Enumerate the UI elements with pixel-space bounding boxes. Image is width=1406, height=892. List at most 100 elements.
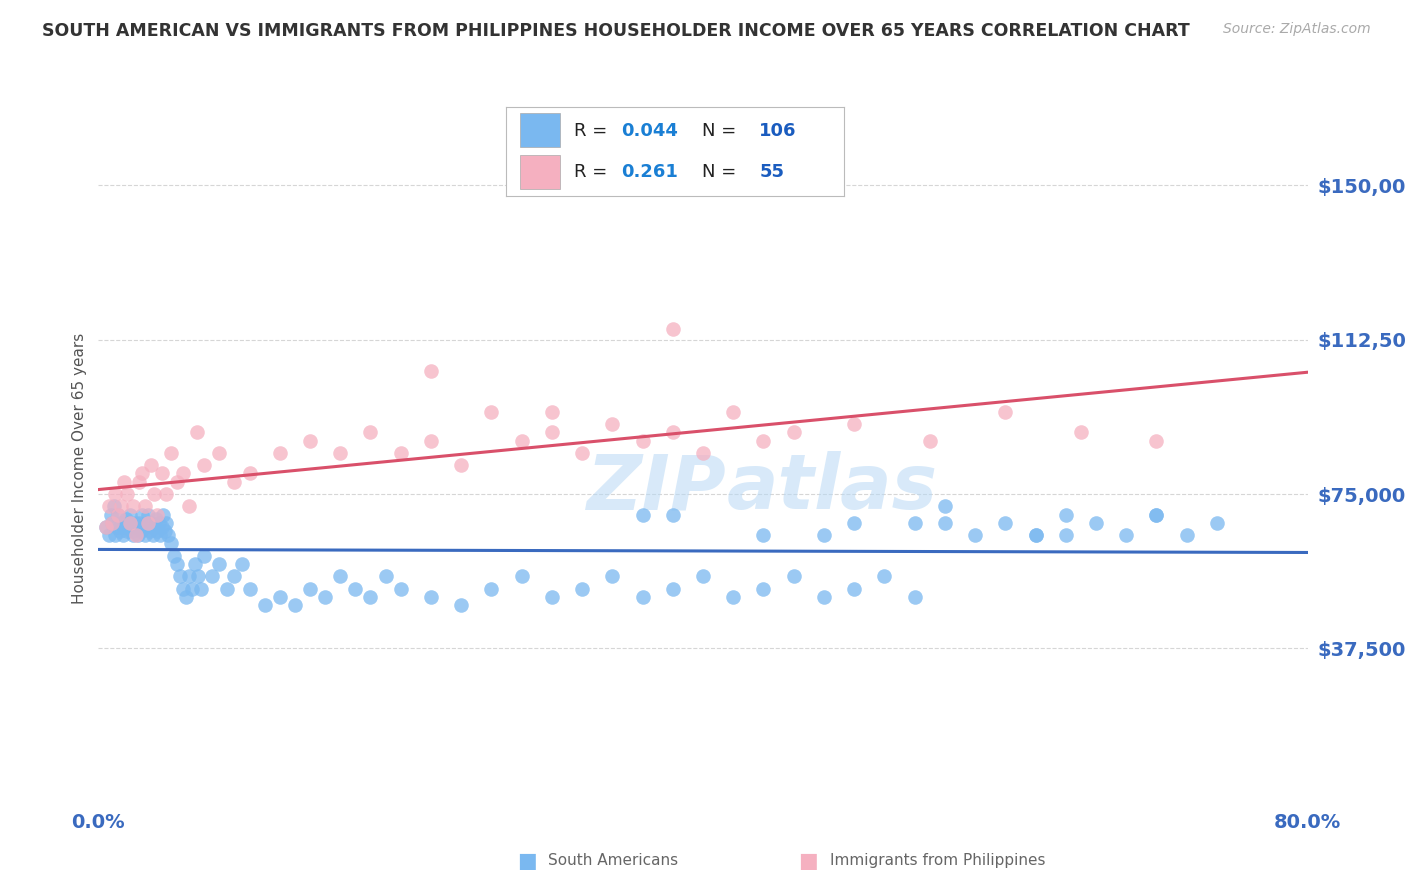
Point (344, 582, 367, 596)
Point (135, 516, 157, 530)
Point (299, 434, 322, 448)
Point (141, 458, 163, 473)
Point (965, 528, 987, 542)
Point (121, 524, 143, 538)
Point (94, 520, 117, 534)
Point (314, 590, 336, 604)
Point (101, 516, 124, 530)
Point (782, 569, 804, 583)
Point (253, 598, 276, 612)
Point (360, 590, 382, 604)
Point (1206, 516, 1229, 530)
Point (994, 405, 1017, 419)
Point (177, 569, 201, 583)
Point (631, 434, 654, 448)
Point (419, 363, 441, 377)
Point (661, 425, 683, 440)
Point (1175, 528, 1198, 542)
Point (1024, 528, 1046, 542)
Point (1085, 516, 1108, 530)
Point (994, 516, 1017, 530)
Point (136, 516, 159, 530)
Bar (520, 155, 560, 189)
Point (752, 582, 775, 596)
Point (190, 582, 212, 596)
Point (873, 569, 896, 583)
Point (844, 516, 866, 530)
Point (481, 582, 503, 596)
Point (904, 590, 927, 604)
Point (299, 582, 322, 596)
Point (143, 487, 166, 501)
Point (181, 582, 204, 596)
Point (148, 516, 170, 530)
Point (692, 569, 714, 583)
Point (540, 590, 562, 604)
Text: 106: 106 (759, 122, 797, 140)
Point (571, 582, 593, 596)
Point (98, 528, 121, 542)
Point (904, 516, 927, 530)
Point (115, 487, 138, 501)
Point (602, 569, 624, 583)
Text: Immigrants from Philippines: Immigrants from Philippines (830, 854, 1045, 868)
Text: R =: R = (574, 163, 613, 181)
Point (187, 569, 209, 583)
Point (193, 549, 215, 563)
Point (131, 467, 153, 481)
Point (169, 569, 191, 583)
Point (152, 508, 174, 522)
Point (844, 417, 866, 431)
Point (661, 508, 683, 522)
Point (231, 557, 253, 571)
Point (813, 528, 835, 542)
Point (782, 425, 804, 440)
Point (571, 446, 593, 460)
Point (103, 500, 125, 514)
Point (112, 520, 135, 534)
Point (186, 425, 208, 440)
Point (419, 434, 441, 448)
Point (389, 582, 412, 596)
Point (125, 528, 148, 542)
Point (107, 508, 129, 522)
Point (122, 500, 145, 514)
Point (127, 528, 149, 542)
Point (156, 528, 179, 542)
Point (94, 520, 117, 534)
Point (149, 528, 172, 542)
Point (450, 598, 472, 612)
Point (143, 520, 166, 534)
Point (174, 590, 197, 604)
Point (120, 508, 142, 522)
Point (172, 582, 194, 596)
Point (1054, 508, 1077, 522)
Point (374, 569, 396, 583)
Point (510, 569, 533, 583)
Point (124, 516, 146, 530)
Point (631, 508, 654, 522)
Point (918, 434, 941, 448)
Text: SOUTH AMERICAN VS IMMIGRANTS FROM PHILIPPINES HOUSEHOLDER INCOME OVER 65 YEARS C: SOUTH AMERICAN VS IMMIGRANTS FROM PHILIP… (42, 22, 1189, 40)
Point (193, 458, 215, 473)
Point (208, 446, 231, 460)
Point (1054, 528, 1077, 542)
Text: N =: N = (702, 163, 742, 181)
Text: 55: 55 (759, 163, 785, 181)
Text: R =: R = (574, 122, 613, 140)
Bar (520, 113, 560, 147)
Point (661, 582, 683, 596)
Point (160, 536, 183, 550)
Point (139, 524, 162, 538)
Point (107, 508, 129, 522)
Point (752, 434, 775, 448)
Point (692, 446, 714, 460)
Point (1144, 508, 1167, 522)
Point (104, 528, 127, 542)
Point (160, 446, 183, 460)
Point (510, 434, 533, 448)
Point (844, 582, 866, 596)
Point (1144, 508, 1167, 522)
Point (141, 516, 163, 530)
Point (153, 524, 176, 538)
